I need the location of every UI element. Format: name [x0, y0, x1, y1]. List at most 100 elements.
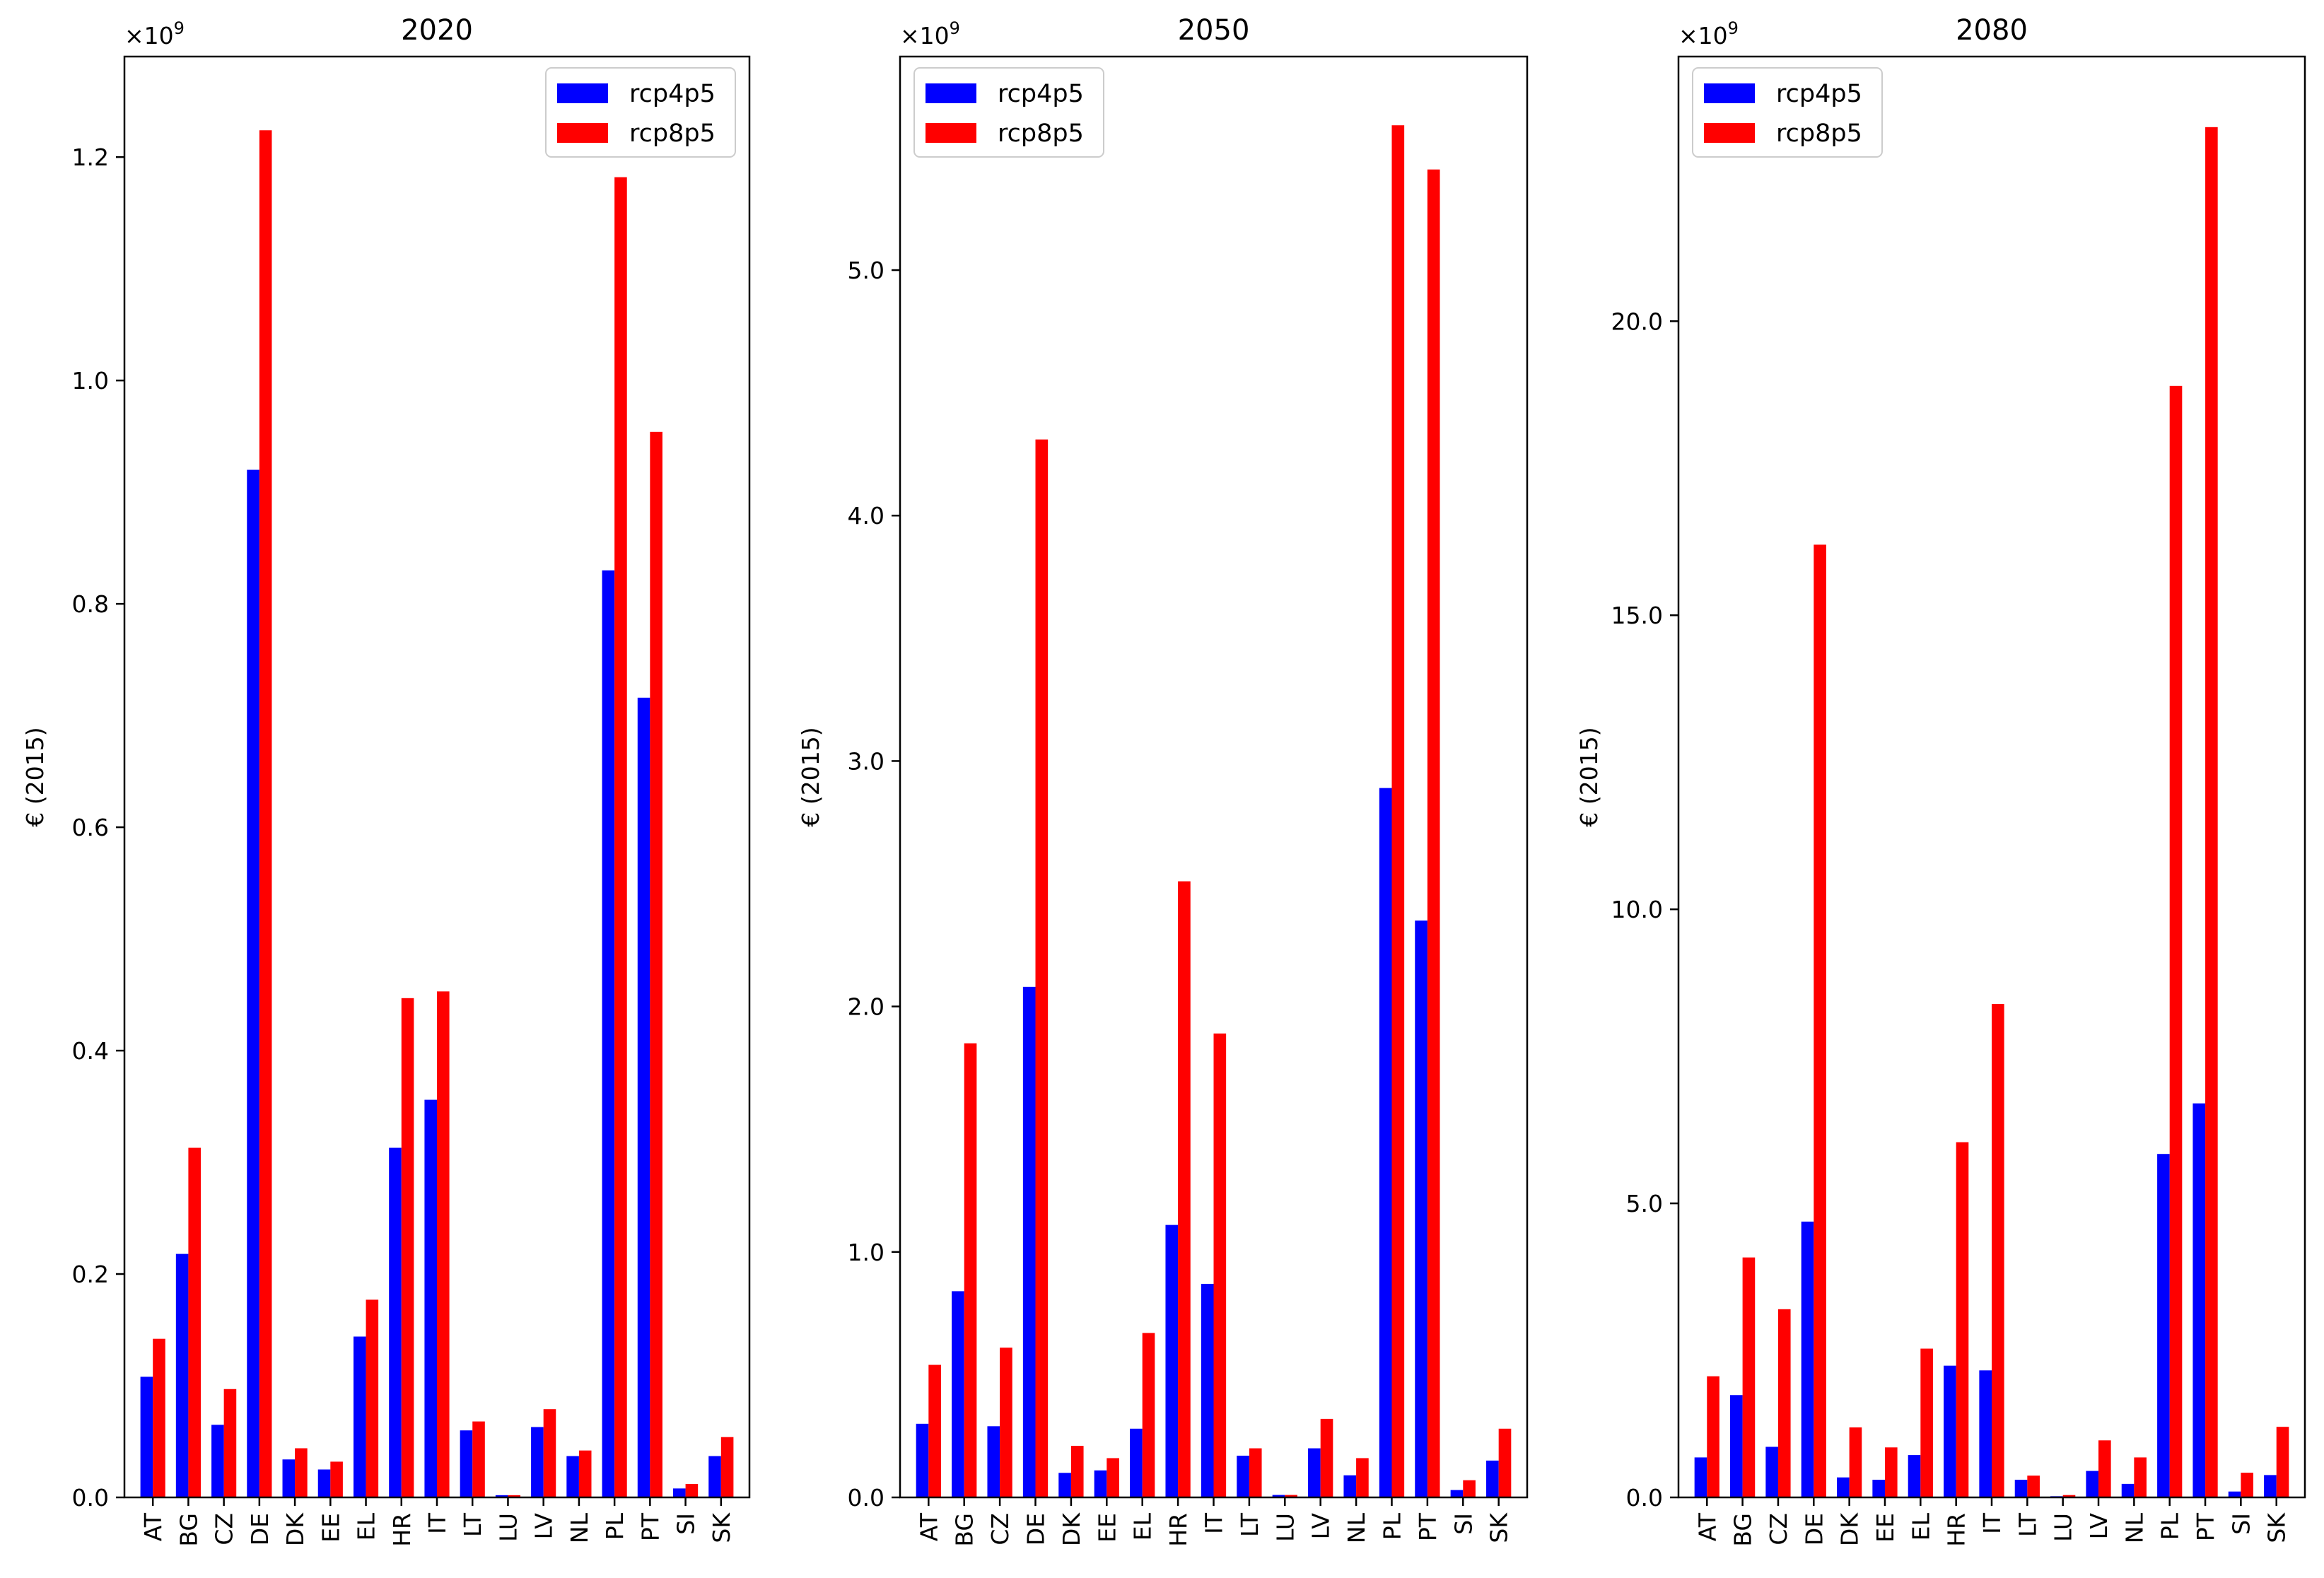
bar-rcp4p5-HR-2080 — [1944, 1365, 1956, 1497]
x-tick-label-DE-2080: DE — [1800, 1513, 1828, 1545]
bar-rcp8p5-DK-2080 — [1849, 1427, 1862, 1497]
bar-rcp8p5-NL-2080 — [2134, 1457, 2147, 1497]
bar-rcp8p5-EL-2080 — [1920, 1348, 1933, 1497]
bar-rcp8p5-DE-2080 — [1814, 544, 1826, 1498]
bar-rcp4p5-EE-2020 — [317, 1469, 331, 1497]
bar-rcp8p5-LT-2080 — [2027, 1475, 2040, 1497]
bar-rcp8p5-BG-2080 — [1742, 1257, 1756, 1497]
chart-title-2080: 2080 — [1956, 14, 2028, 47]
y-tick-label-2020: 1.2 — [72, 144, 109, 171]
x-tick-label-CZ-2050: CZ — [986, 1513, 1014, 1545]
bar-rcp8p5-CZ-2080 — [1777, 1309, 1791, 1497]
legend-label-rcp4p5-2050: rcp4p5 — [998, 80, 1084, 108]
bar-rcp8p5-AT-2020 — [153, 1338, 165, 1497]
y-tick-label-2080: 10.0 — [1611, 896, 1663, 923]
bar-rcp8p5-CZ-2020 — [223, 1389, 237, 1497]
bar-rcp8p5-DE-2020 — [259, 130, 272, 1497]
bar-rcp4p5-EE-2050 — [1094, 1470, 1107, 1497]
bar-rcp8p5-IT-2020 — [437, 991, 450, 1497]
bar-rcp4p5-DE-2050 — [1022, 986, 1036, 1497]
bar-rcp8p5-NL-2020 — [578, 1450, 592, 1497]
x-tick-label-PL-2050: PL — [1378, 1512, 1406, 1540]
bar-rcp8p5-BG-2050 — [964, 1043, 977, 1497]
bar-rcp8p5-PT-2080 — [2205, 127, 2218, 1497]
y-tick-label-2050: 1.0 — [848, 1239, 884, 1266]
y-tick-label-2080: 15.0 — [1611, 602, 1663, 629]
chart-panel-2020: 0.0 0.2 0.4 0.6 0.8 1.0 1.2 AT BG CZ DE DK EE EL HR IT L… — [21, 14, 751, 1547]
x-tick-label-DK-2050: DK — [1058, 1512, 1085, 1546]
bar-rcp4p5-EE-2080 — [1872, 1480, 1885, 1497]
x-tick-label-DK-2080: DK — [1836, 1512, 1864, 1546]
bar-rcp4p5-NL-2020 — [566, 1456, 579, 1497]
bar-rcp4p5-DK-2050 — [1058, 1473, 1071, 1497]
x-tick-label-LV-2050: LV — [1307, 1513, 1335, 1540]
bar-rcp8p5-PT-2050 — [1427, 169, 1440, 1498]
bar-rcp8p5-SK-2050 — [1498, 1428, 1512, 1497]
y-multiplier-2020: ×109 — [124, 18, 185, 49]
bar-rcp8p5-PL-2080 — [2169, 385, 2183, 1497]
legend-swatch-rcp8p5-2020 — [557, 123, 608, 143]
x-tick-label-SI-2020: SI — [672, 1513, 700, 1535]
x-tick-label-SK-2080: SK — [2263, 1512, 2291, 1543]
chart-panel-2080: 0.0 5.0 10.0 15.0 20.0 AT BG CZ DE DK EE EL HR IT LT LU… — [1575, 14, 2306, 1547]
legend-label-rcp8p5-2080: rcp8p5 — [1776, 119, 1862, 148]
bar-rcp8p5-AT-2080 — [1707, 1376, 1719, 1497]
x-tick-label-SI-2050: SI — [1449, 1513, 1477, 1535]
y-multiplier-2050: ×109 — [900, 18, 960, 49]
x-tick-label-LU-2050: LU — [1271, 1513, 1299, 1542]
bar-rcp4p5-PT-2080 — [2192, 1103, 2206, 1497]
legend-swatch-rcp4p5-2080 — [1704, 83, 1755, 103]
bar-rcp8p5-IT-2080 — [1992, 1004, 2004, 1497]
bar-rcp8p5-LU-2080 — [2062, 1495, 2076, 1497]
x-tick-label-EL-2020: EL — [353, 1512, 380, 1541]
x-tick-label-EE-2020: EE — [317, 1513, 344, 1543]
x-tick-label-BG-2050: BG — [951, 1513, 979, 1547]
bar-rcp8p5-PT-2020 — [650, 431, 662, 1497]
y-axis-label-2020: € (2015) — [21, 727, 49, 826]
legend-2020: rcp4p5 rcp8p5 — [545, 67, 736, 158]
bar-rcp4p5-HR-2050 — [1165, 1225, 1179, 1497]
bar-rcp4p5-BG-2050 — [952, 1291, 964, 1497]
x-tick-label-NL-2080: NL — [2120, 1512, 2148, 1543]
bar-rcp4p5-NL-2050 — [1343, 1475, 1357, 1497]
y-tick-label-2020: 0.0 — [72, 1484, 109, 1512]
legend-swatch-rcp4p5-2050 — [925, 83, 976, 103]
x-tick-label-EE-2080: EE — [1872, 1513, 1899, 1543]
x-tick-label-SI-2080: SI — [2227, 1513, 2255, 1535]
bar-rcp4p5-SK-2080 — [2264, 1475, 2277, 1497]
bar-rcp8p5-IT-2050 — [1213, 1033, 1227, 1497]
x-tick-label-DE-2020: DE — [246, 1513, 274, 1545]
bar-rcp4p5-BG-2080 — [1729, 1395, 1743, 1497]
bar-rcp8p5-HR-2050 — [1178, 881, 1191, 1497]
x-tick-label-PT-2050: PT — [1414, 1512, 1442, 1541]
x-tick-label-DK-2020: DK — [281, 1512, 309, 1546]
bar-rcp4p5-DE-2080 — [1801, 1221, 1814, 1497]
x-tick-label-BG-2020: BG — [175, 1513, 202, 1547]
y-tick-label-2020: 1.0 — [72, 367, 109, 394]
bar-rcp4p5-LT-2080 — [2014, 1480, 2028, 1497]
bar-rcp4p5-EL-2080 — [1908, 1455, 1921, 1497]
bar-rcp4p5-IT-2050 — [1201, 1283, 1214, 1497]
x-tick-label-EL-2080: EL — [1907, 1512, 1934, 1541]
y-tick-label-2050: 4.0 — [848, 502, 884, 530]
bar-rcp8p5-EL-2050 — [1142, 1333, 1155, 1497]
chart-title-2020: 2020 — [401, 14, 473, 47]
bar-rcp4p5-AT-2020 — [140, 1377, 153, 1497]
bar-rcp8p5-NL-2050 — [1356, 1458, 1369, 1497]
y-multiplier-exp-2050: 9 — [950, 18, 960, 38]
bar-rcp4p5-CZ-2020 — [211, 1425, 224, 1497]
x-tick-label-EL-2050: EL — [1129, 1512, 1157, 1541]
x-tick-label-LT-2050: LT — [1236, 1512, 1263, 1537]
bar-rcp8p5-PL-2050 — [1391, 125, 1405, 1498]
bar-rcp8p5-SK-2080 — [2276, 1427, 2289, 1497]
bar-rcp8p5-LV-2020 — [543, 1409, 556, 1497]
y-tick-label-2050: 2.0 — [848, 993, 884, 1021]
legend-swatch-rcp8p5-2050 — [925, 123, 976, 143]
bar-rcp4p5-PT-2050 — [1415, 920, 1427, 1497]
x-tick-label-IT-2050: IT — [1201, 1512, 1228, 1534]
bar-rcp4p5-PL-2080 — [2157, 1154, 2170, 1497]
y-tick-label-2050: 0.0 — [848, 1484, 884, 1512]
bar-rcp4p5-LV-2050 — [1308, 1448, 1321, 1497]
bar-rcp8p5-DE-2050 — [1035, 439, 1049, 1497]
